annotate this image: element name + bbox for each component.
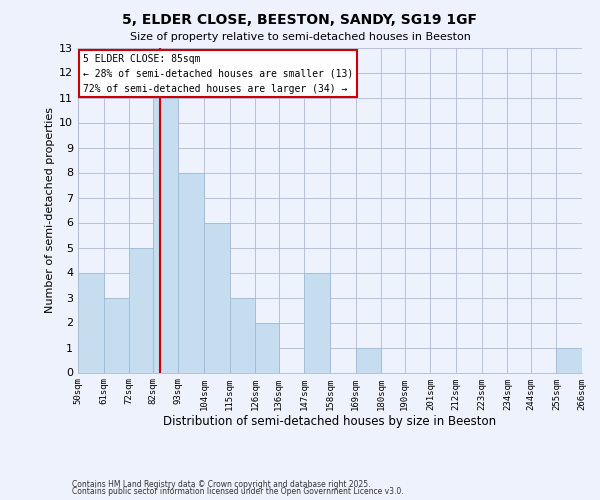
- Text: Size of property relative to semi-detached houses in Beeston: Size of property relative to semi-detach…: [130, 32, 470, 42]
- Text: Contains HM Land Registry data © Crown copyright and database right 2025.: Contains HM Land Registry data © Crown c…: [72, 480, 371, 489]
- Bar: [256, 322, 278, 372]
- Bar: [304, 272, 330, 372]
- Bar: [178, 172, 204, 372]
- Bar: [78, 272, 104, 372]
- Bar: [356, 348, 382, 372]
- Bar: [556, 348, 582, 372]
- X-axis label: Distribution of semi-detached houses by size in Beeston: Distribution of semi-detached houses by …: [163, 415, 497, 428]
- Text: 5 ELDER CLOSE: 85sqm
← 28% of semi-detached houses are smaller (13)
72% of semi-: 5 ELDER CLOSE: 85sqm ← 28% of semi-detac…: [83, 54, 353, 94]
- Bar: [104, 298, 130, 372]
- Y-axis label: Number of semi-detached properties: Number of semi-detached properties: [45, 107, 55, 313]
- Bar: [130, 248, 152, 372]
- Bar: [204, 222, 230, 372]
- Text: 5, ELDER CLOSE, BEESTON, SANDY, SG19 1GF: 5, ELDER CLOSE, BEESTON, SANDY, SG19 1GF: [122, 12, 478, 26]
- Text: Contains public sector information licensed under the Open Government Licence v3: Contains public sector information licen…: [72, 488, 404, 496]
- Bar: [152, 98, 178, 372]
- Bar: [230, 298, 256, 372]
